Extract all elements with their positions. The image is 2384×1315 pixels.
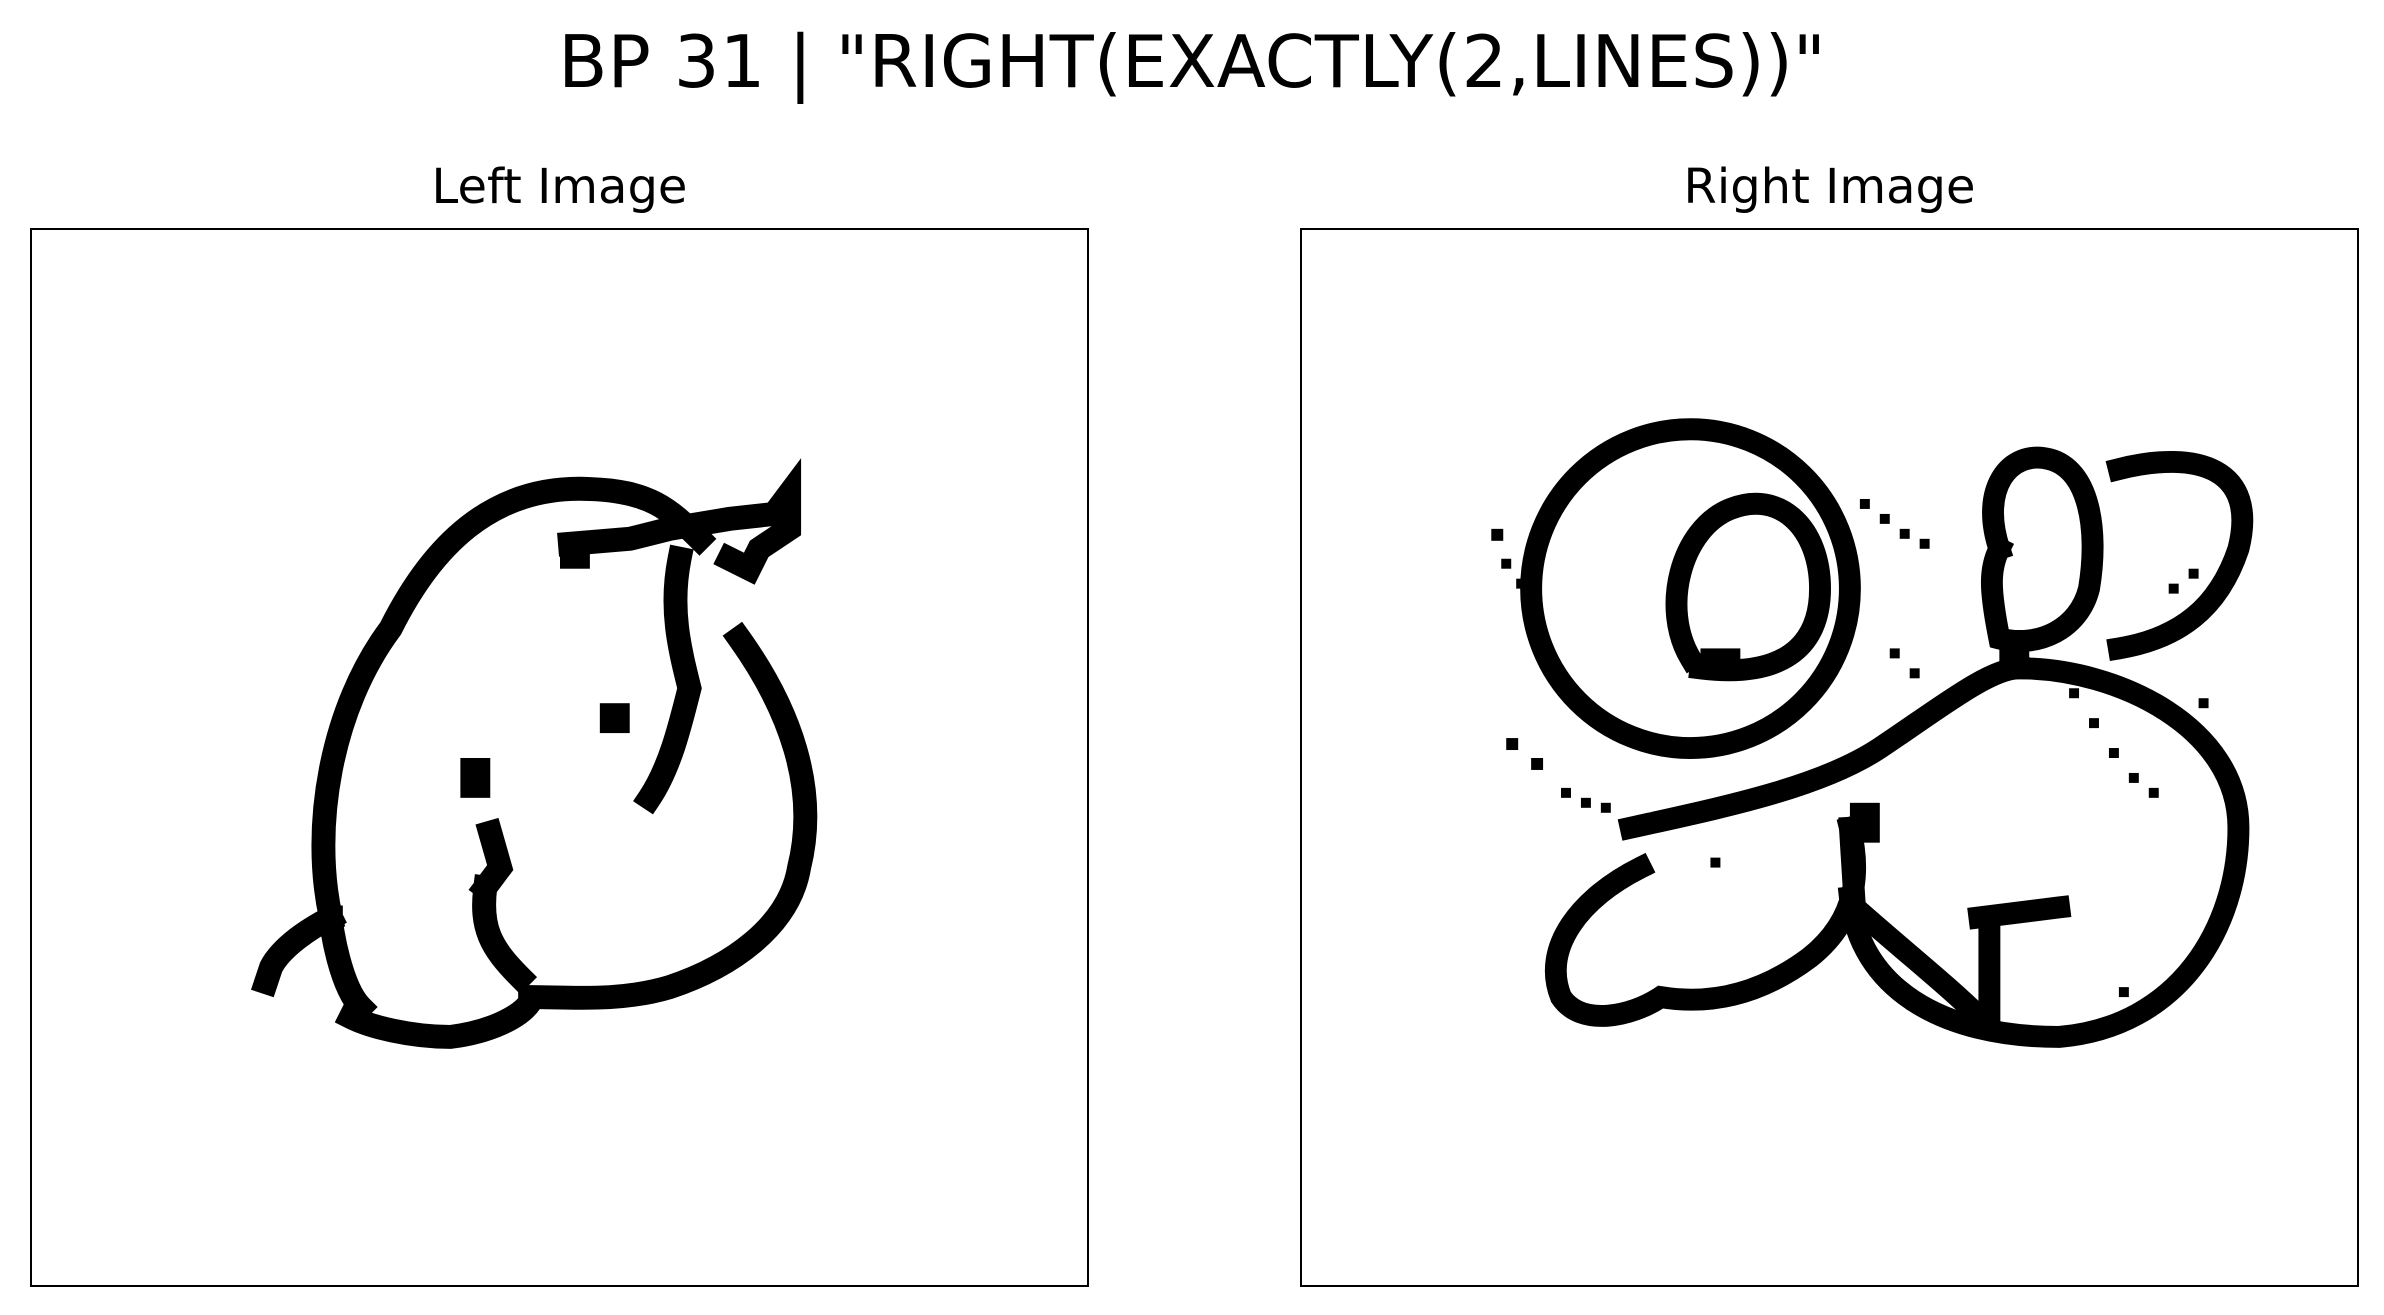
right-speck [2148,787,2159,798]
right-drawing [1491,418,2254,1048]
right-speck [2198,698,2209,709]
right-image-panel [1300,228,2359,1287]
right-speck [1501,558,1512,569]
right-speck [2128,772,2139,783]
right-upper-right-arc [2105,450,2254,662]
left-blob-3 [559,548,590,569]
right-speck [1531,757,1544,770]
right-speck [1879,513,1890,524]
right-speck [1919,538,1930,549]
left-hook-stroke [557,458,802,585]
right-speck [1889,648,1900,659]
right-panel-title: Right Image [1683,159,1976,215]
figure-title: BP 31 | "RIGHT(EXACTLY(2,LINES))" [558,20,1826,104]
left-outer-loop-stroke [311,476,717,932]
right-blob-3 [1999,648,2030,679]
right-speck [1909,668,1920,679]
right-inner-t [1967,895,2072,1028]
right-speck [1491,528,1504,541]
right-upper-left-circle [1520,418,1861,759]
right-speck [2108,748,2119,758]
left-inner-stroke [468,817,538,995]
left-right-arc-stroke [518,621,818,1010]
right-speck [2118,987,2129,998]
right-lower-right-circle [1837,657,2250,1048]
right-speck [1506,738,1519,751]
right-center-diagonal [1617,657,2031,841]
left-blob-1 [599,703,630,734]
left-panel-title: Left Image [431,159,688,215]
right-speck [1580,797,1591,808]
right-speck [1710,857,1721,868]
right-inner-loop-stroke [1665,492,1831,682]
right-speck [1600,802,1611,813]
right-speck [2069,688,2080,699]
right-upper-right-loop [1980,446,2104,652]
left-blob-2 [460,757,491,798]
right-speck [2168,583,2179,594]
left-descender-stroke [633,544,702,815]
right-speck [1561,787,1571,798]
right-speck [1516,578,1527,589]
left-bottom-curve-stroke [334,985,547,1049]
right-speck [2188,568,2199,579]
right-speck [1859,498,1870,509]
right-blob-1 [1700,648,1741,679]
right-speck [2089,718,2099,729]
right-lower-left-loop [1545,814,1867,1027]
left-image-panel [30,228,1089,1287]
right-blob-2 [1849,802,1880,843]
left-tail-stroke [250,901,378,1024]
right-speck [1899,528,1910,539]
left-drawing [250,458,818,1049]
